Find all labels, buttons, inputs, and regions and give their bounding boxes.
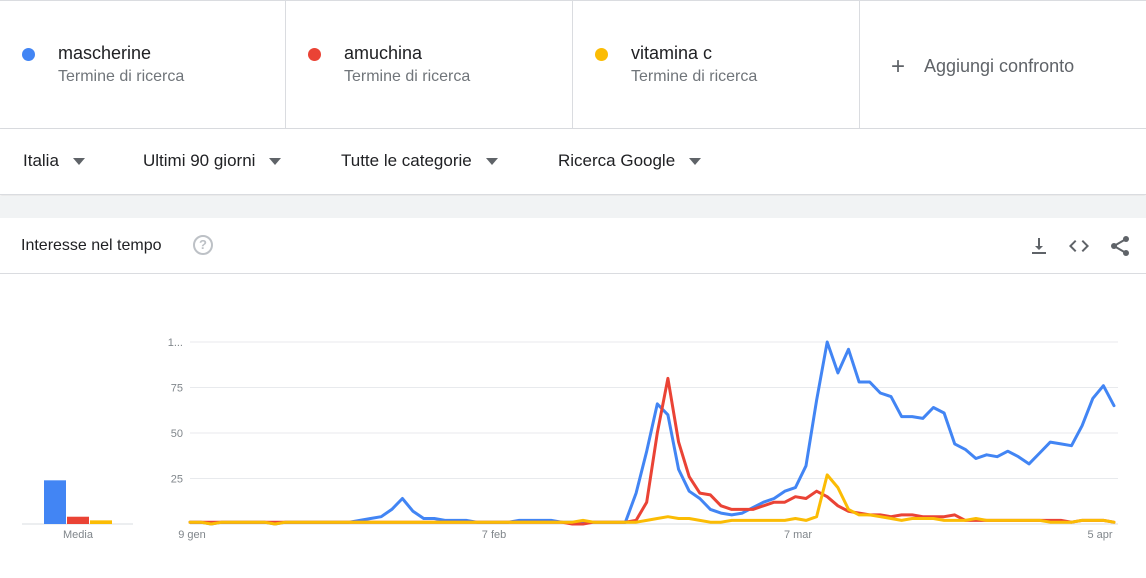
chart-series bbox=[188, 340, 1116, 526]
share-icon[interactable] bbox=[1108, 234, 1132, 258]
x-axis-labels: 9 gen 7 feb 7 mar 5 apr bbox=[178, 529, 1113, 541]
region-value: Italia bbox=[23, 151, 59, 170]
term-name: mascherine bbox=[58, 43, 152, 63]
download-icon[interactable] bbox=[1027, 234, 1051, 258]
series-color-dot bbox=[308, 48, 321, 61]
chart-grid: 1... 75 50 25 bbox=[168, 337, 1118, 525]
caret-down-icon bbox=[485, 157, 498, 165]
caret-down-icon bbox=[72, 157, 85, 165]
x-tick-label: 7 feb bbox=[482, 529, 506, 541]
caret-down-icon bbox=[269, 157, 282, 165]
add-comparison-button[interactable]: + Aggiungi confronto bbox=[860, 1, 1146, 128]
period-value: Ultimi 90 giorni bbox=[143, 151, 256, 170]
average-bar-mascherine[interactable] bbox=[44, 480, 66, 524]
period-dropdown[interactable]: Ultimi 90 giorni bbox=[143, 151, 282, 171]
card-header: Interesse nel tempo ? bbox=[0, 218, 1146, 274]
interest-over-time-card: Interesse nel tempo ? bbox=[0, 218, 1146, 578]
plus-icon: + bbox=[890, 52, 905, 80]
embed-code-icon[interactable] bbox=[1067, 234, 1091, 258]
caret-down-icon bbox=[689, 157, 702, 165]
series-color-dot bbox=[595, 48, 608, 61]
term-type: Termine di ricerca bbox=[58, 68, 185, 85]
average-bars: Media bbox=[22, 480, 133, 541]
term-type: Termine di ricerca bbox=[344, 68, 471, 85]
comparison-bar: mascherine Termine di ricerca amuchina T… bbox=[0, 0, 1146, 129]
interest-chart: Media 1... 75 50 25 9 gen 7 feb 7 mar 5 apr bbox=[22, 337, 1118, 541]
search-type-value: Ricerca Google bbox=[558, 151, 676, 170]
average-label: Media bbox=[63, 529, 94, 541]
x-tick-label: 7 mar bbox=[784, 529, 812, 541]
series-line-amuchina[interactable] bbox=[188, 376, 1116, 526]
section-divider bbox=[0, 196, 1146, 218]
average-bar-vitamina-c[interactable] bbox=[90, 520, 112, 524]
term-card-mascherine[interactable]: mascherine Termine di ricerca bbox=[0, 1, 286, 128]
term-card-amuchina[interactable]: amuchina Termine di ricerca bbox=[286, 1, 573, 128]
x-tick-label: 5 apr bbox=[1087, 529, 1112, 541]
average-bar-amuchina[interactable] bbox=[67, 516, 89, 524]
category-value: Tutte le categorie bbox=[341, 151, 472, 170]
series-color-dot bbox=[22, 48, 35, 61]
y-tick-label: 1... bbox=[168, 337, 183, 349]
term-name: vitamina c bbox=[631, 43, 713, 63]
category-dropdown[interactable]: Tutte le categorie bbox=[341, 151, 498, 171]
term-type: Termine di ricerca bbox=[631, 68, 758, 85]
search-type-dropdown[interactable]: Ricerca Google bbox=[558, 151, 702, 171]
term-card-vitamina-c[interactable]: vitamina c Termine di ricerca bbox=[573, 1, 860, 128]
y-tick-label: 50 bbox=[171, 428, 183, 440]
x-tick-label: 9 gen bbox=[178, 529, 206, 541]
add-comparison-label: Aggiungi confronto bbox=[924, 56, 1075, 76]
filter-bar: Italia Ultimi 90 giorni Tutte le categor… bbox=[0, 129, 1146, 195]
series-line-vitamina-c[interactable] bbox=[188, 473, 1116, 526]
region-dropdown[interactable]: Italia bbox=[23, 151, 85, 171]
y-tick-label: 25 bbox=[171, 474, 183, 486]
card-title: Interesse nel tempo bbox=[21, 237, 162, 254]
y-tick-label: 75 bbox=[171, 383, 183, 395]
help-circle-icon[interactable]: ? bbox=[193, 235, 213, 255]
term-name: amuchina bbox=[344, 43, 423, 63]
